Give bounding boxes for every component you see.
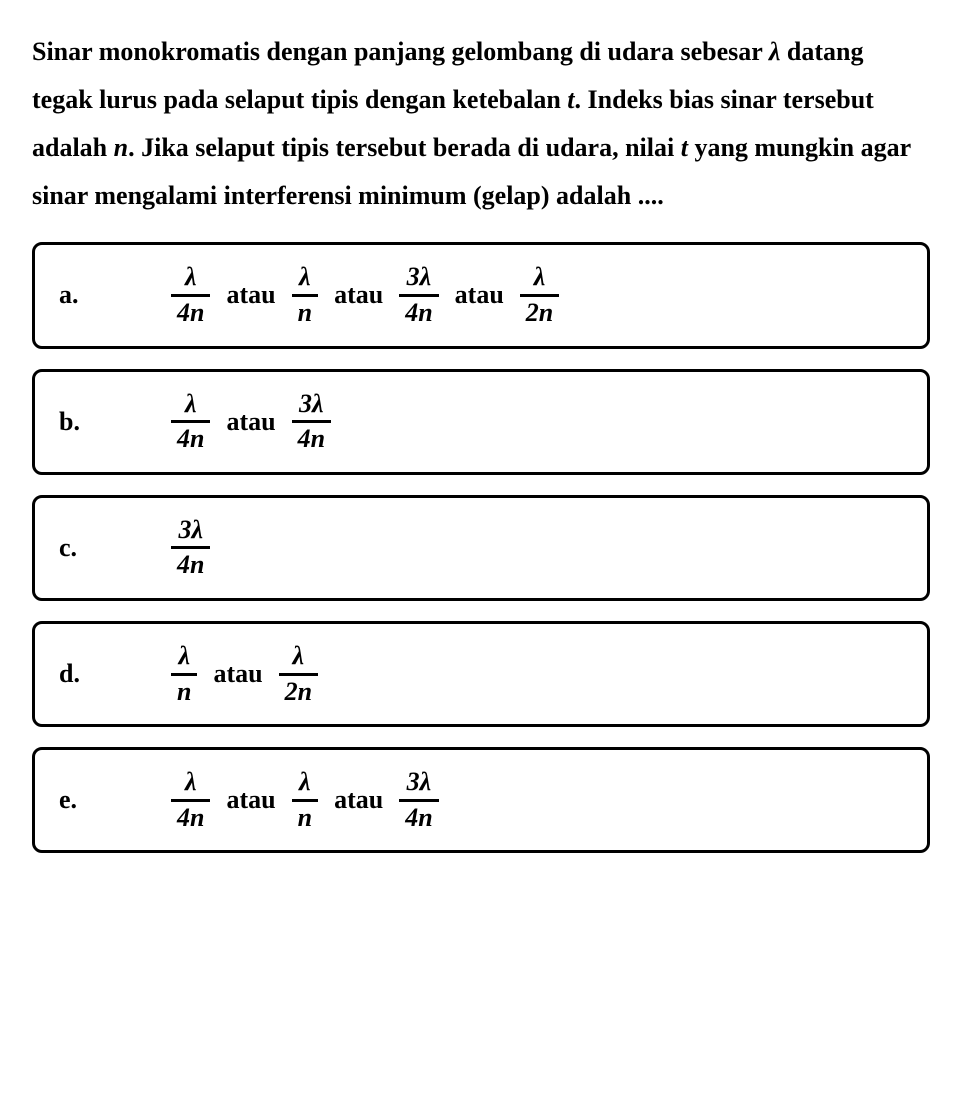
option-e-letter: e. [59, 785, 169, 815]
fraction-den: n [171, 673, 197, 707]
fraction-num: 3λ [401, 768, 438, 799]
option-b[interactable]: b. λ 4n atau 3λ 4n [32, 369, 930, 475]
atau-word: atau [226, 280, 275, 310]
option-c-letter: c. [59, 533, 169, 563]
question-lambda: λ [769, 37, 781, 66]
atau-word: atau [455, 280, 504, 310]
fraction-num: λ [179, 768, 203, 799]
fraction-num: λ [179, 263, 203, 294]
fraction: λ 2n [279, 642, 318, 706]
question-text: Sinar monokromatis dengan panjang gelomb… [32, 28, 930, 220]
fraction-den: 4n [171, 294, 210, 328]
fraction-num: λ [287, 642, 311, 673]
question-part1: Sinar monokromatis dengan panjang gelomb… [32, 37, 769, 66]
option-c[interactable]: c. 3λ 4n [32, 495, 930, 601]
fraction: λ n [171, 642, 197, 706]
fraction-den: 4n [171, 546, 210, 580]
option-b-letter: b. [59, 407, 169, 437]
atau-word: atau [334, 785, 383, 815]
option-d-answer: λ n atau λ 2n [169, 642, 320, 706]
question-t2: t [681, 133, 688, 162]
fraction-num: λ [172, 642, 196, 673]
fraction-num: 3λ [293, 390, 330, 421]
fraction-den: 4n [399, 294, 438, 328]
fraction-num: λ [179, 390, 203, 421]
options-container: a. λ 4n atau λ n atau 3λ 4n atau λ 2n b. [32, 242, 930, 853]
fraction-den: 4n [171, 799, 210, 833]
option-b-answer: λ 4n atau 3λ 4n [169, 390, 333, 454]
fraction: 3λ 4n [171, 516, 210, 580]
question-t1: t [567, 85, 574, 114]
fraction-den: 4n [171, 420, 210, 454]
fraction: λ n [292, 768, 318, 832]
atau-word: atau [226, 407, 275, 437]
option-e-answer: λ 4n atau λ n atau 3λ 4n [169, 768, 441, 832]
question-part4: . Jika selaput tipis tersebut berada di … [128, 133, 681, 162]
option-d[interactable]: d. λ n atau λ 2n [32, 621, 930, 727]
fraction-num: λ [293, 768, 317, 799]
fraction-den: 4n [399, 799, 438, 833]
question-n1: n [114, 133, 128, 162]
fraction: λ 4n [171, 390, 210, 454]
option-a-letter: a. [59, 280, 169, 310]
option-e[interactable]: e. λ 4n atau λ n atau 3λ 4n [32, 747, 930, 853]
fraction: 3λ 4n [399, 263, 438, 327]
option-a-answer: λ 4n atau λ n atau 3λ 4n atau λ 2n [169, 263, 561, 327]
fraction: λ 4n [171, 768, 210, 832]
option-c-answer: 3λ 4n [169, 516, 212, 580]
fraction: 3λ 4n [399, 768, 438, 832]
fraction-den: 4n [292, 420, 331, 454]
fraction-num: λ [293, 263, 317, 294]
fraction-den: n [292, 294, 318, 328]
fraction-num: 3λ [401, 263, 438, 294]
fraction-num: 3λ [172, 516, 209, 547]
atau-word: atau [334, 280, 383, 310]
fraction: 3λ 4n [292, 390, 331, 454]
fraction: λ 4n [171, 263, 210, 327]
atau-word: atau [226, 785, 275, 815]
fraction-num: λ [528, 263, 552, 294]
fraction: λ 2n [520, 263, 559, 327]
option-d-letter: d. [59, 659, 169, 689]
fraction-den: n [292, 799, 318, 833]
fraction-den: 2n [279, 673, 318, 707]
fraction-den: 2n [520, 294, 559, 328]
option-a[interactable]: a. λ 4n atau λ n atau 3λ 4n atau λ 2n [32, 242, 930, 348]
fraction: λ n [292, 263, 318, 327]
atau-word: atau [213, 659, 262, 689]
